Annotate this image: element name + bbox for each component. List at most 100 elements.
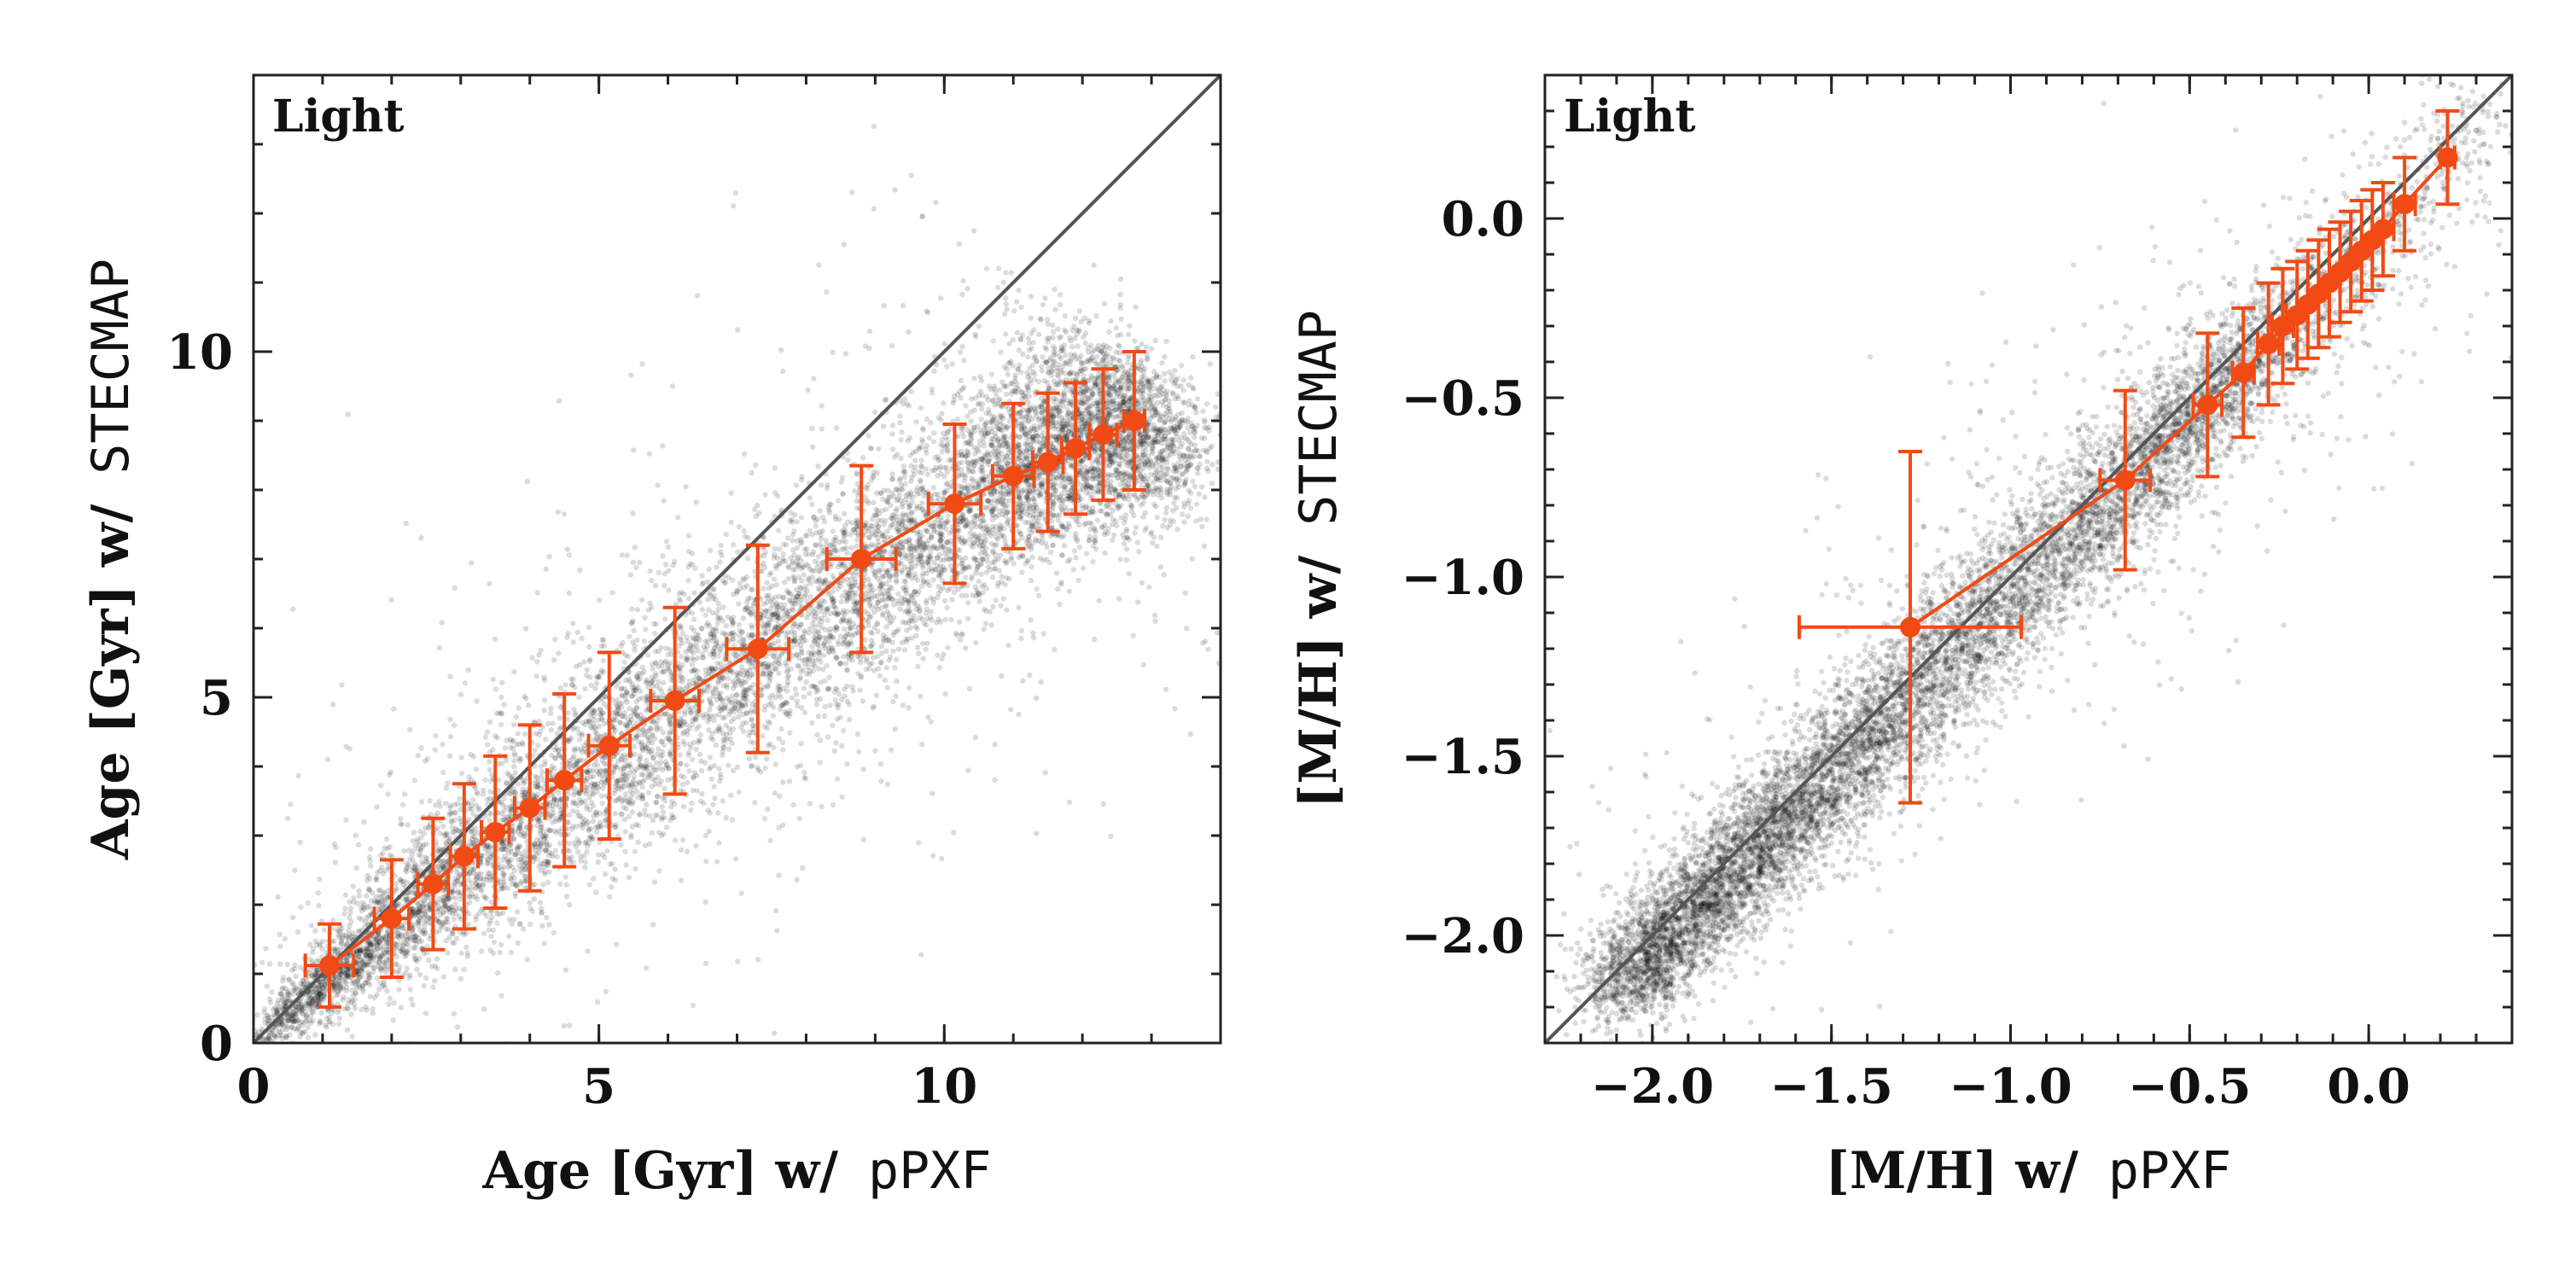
- scatter-point: [920, 570, 927, 576]
- scatter-point: [1082, 330, 1089, 336]
- scatter-point: [539, 909, 545, 916]
- scatter-point: [735, 549, 741, 555]
- scatter-point: [507, 808, 513, 814]
- scatter-point: [916, 650, 922, 656]
- scatter-point: [854, 492, 861, 498]
- scatter-point: [848, 586, 854, 593]
- scatter-point: [472, 784, 479, 791]
- scatter-point: [912, 457, 918, 463]
- scatter-point: [959, 343, 965, 350]
- scatter-point: [731, 715, 737, 721]
- scatter-point: [531, 854, 537, 859]
- scatter-point: [283, 999, 289, 1005]
- scatter-point: [983, 505, 990, 511]
- scatter-point: [799, 705, 805, 711]
- scatter-point: [863, 544, 869, 550]
- scatter-point: [849, 609, 855, 615]
- scatter-point: [297, 1046, 302, 1052]
- scatter-point: [818, 581, 825, 587]
- scatter-point: [457, 913, 463, 920]
- scatter-point: [628, 693, 635, 699]
- scatter-point: [534, 743, 541, 749]
- scatter-point: [930, 577, 936, 583]
- scatter-point: [573, 663, 580, 670]
- scatter-point: [978, 571, 984, 577]
- scatter-point: [1138, 360, 1144, 366]
- scatter-point: [1073, 555, 1079, 561]
- scatter-point: [1078, 433, 1084, 439]
- scatter-point: [1126, 399, 1132, 405]
- scatter-point: [807, 626, 813, 632]
- scatter-point: [661, 570, 667, 577]
- scatter-point: [911, 598, 918, 604]
- scatter-point: [586, 625, 592, 631]
- scatter-point: [271, 1033, 277, 1040]
- scatter-point: [771, 576, 777, 582]
- scatter-point: [970, 592, 976, 598]
- scatter-point: [507, 737, 514, 743]
- scatter-point: [749, 622, 755, 628]
- scatter-point: [885, 637, 892, 643]
- scatter-point: [885, 494, 892, 500]
- scatter-point: [941, 551, 948, 556]
- scatter-point: [694, 644, 700, 650]
- scatter-point: [1144, 492, 1151, 498]
- scatter-point: [1116, 358, 1123, 364]
- scatter-point: [1106, 411, 1113, 418]
- scatter-point: [539, 923, 545, 929]
- scatter-point: [642, 807, 648, 813]
- scatter-point: [878, 517, 885, 523]
- scatter-point: [529, 655, 535, 661]
- scatter-point: [527, 900, 533, 906]
- scatter-point: [965, 600, 971, 606]
- scatter-point: [1163, 504, 1170, 511]
- scatter-point: [1108, 318, 1114, 324]
- scatter-point: [273, 1006, 279, 1013]
- scatter-point: [1151, 413, 1157, 419]
- scatter-point: [749, 716, 755, 722]
- scatter-point: [612, 784, 619, 789]
- scatter-point: [1110, 383, 1117, 389]
- scatter-point: [711, 784, 717, 789]
- scatter-point: [1082, 340, 1089, 347]
- scatter-point: [714, 615, 720, 621]
- scatter-point: [638, 811, 644, 817]
- scatter-point: [1112, 467, 1119, 474]
- scatter-point: [354, 978, 361, 984]
- scatter-point: [1213, 404, 1219, 411]
- scatter-point: [545, 862, 551, 868]
- scatter-point: [895, 646, 902, 652]
- scatter-point: [884, 568, 890, 574]
- scatter-point: [1109, 409, 1116, 415]
- scatter-point: [825, 734, 831, 740]
- scatter-point: [570, 639, 576, 645]
- scatter-point: [562, 682, 568, 688]
- scatter-point: [793, 586, 800, 593]
- scatter-point: [653, 621, 659, 627]
- scatter-point: [436, 928, 443, 935]
- scatter-point: [650, 661, 656, 667]
- scatter-point: [275, 1028, 282, 1034]
- scatter-point: [571, 840, 577, 847]
- scatter-point: [687, 710, 694, 716]
- scatter-point: [508, 744, 514, 751]
- scatter-point: [915, 663, 921, 669]
- scatter-point: [592, 730, 598, 736]
- scatter-point: [345, 973, 351, 980]
- scatter-point: [875, 517, 882, 523]
- scatter-point: [690, 634, 696, 640]
- scatter-point: [699, 573, 705, 579]
- scatter-point: [935, 652, 941, 658]
- scatter-point: [749, 632, 755, 638]
- scatter-point: [1050, 511, 1056, 518]
- scatter-point: [1116, 491, 1122, 498]
- scatter-point: [676, 643, 682, 650]
- scatter-point: [518, 856, 524, 863]
- scatter-point: [599, 793, 605, 799]
- scatter-point: [1186, 439, 1192, 445]
- scatter-point: [1116, 596, 1122, 602]
- scatter-point: [504, 856, 510, 862]
- scatter-point: [848, 587, 854, 593]
- scatter-point: [1126, 331, 1132, 337]
- scatter-point: [542, 759, 548, 765]
